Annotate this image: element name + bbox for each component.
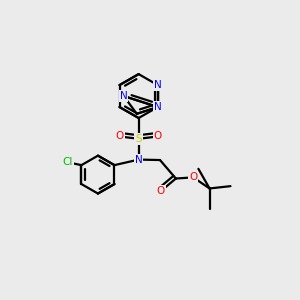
Text: O: O <box>154 131 162 142</box>
Text: O: O <box>189 172 197 182</box>
Text: N: N <box>154 102 162 112</box>
Text: S: S <box>135 134 142 144</box>
Text: O: O <box>157 186 165 196</box>
Text: N: N <box>154 80 162 90</box>
Text: N: N <box>135 154 142 165</box>
Text: O: O <box>116 131 124 142</box>
Text: Cl: Cl <box>63 158 73 167</box>
Text: N: N <box>120 91 128 101</box>
